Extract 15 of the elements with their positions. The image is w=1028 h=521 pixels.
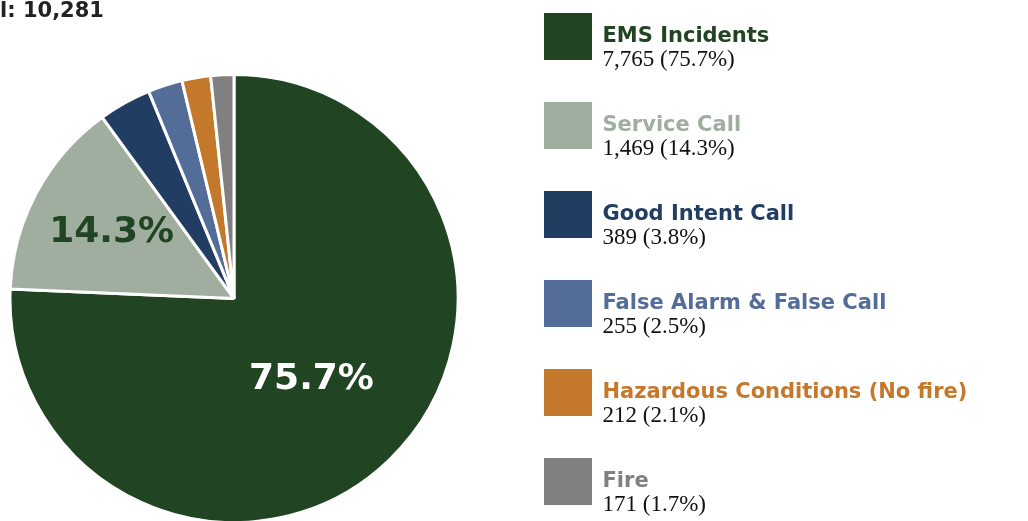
- legend-label: False Alarm & False Call: [602, 289, 887, 314]
- data-label: 212 (2.1%): [602, 402, 706, 427]
- data-label: 171 (1.7%): [602, 491, 706, 516]
- data-label: 389 (3.8%): [602, 224, 706, 249]
- legend-label: EMS Incidents: [602, 22, 770, 47]
- data-label: 255 (2.5%): [602, 313, 706, 338]
- legend-label: Service Call: [602, 111, 742, 136]
- text: 75.7%: [249, 355, 374, 397]
- data-label: 1,469 (14.3%): [602, 135, 735, 160]
- legend-label: Hazardous Conditions (No fire): [602, 378, 968, 403]
- chart-title: l: 10,281: [0, 0, 104, 22]
- legend-label: Good Intent Call: [602, 200, 795, 225]
- text: 14.3%: [49, 209, 175, 251]
- data-label: 7,765 (75.7%): [602, 46, 735, 71]
- legend-label: Fire: [602, 467, 649, 492]
